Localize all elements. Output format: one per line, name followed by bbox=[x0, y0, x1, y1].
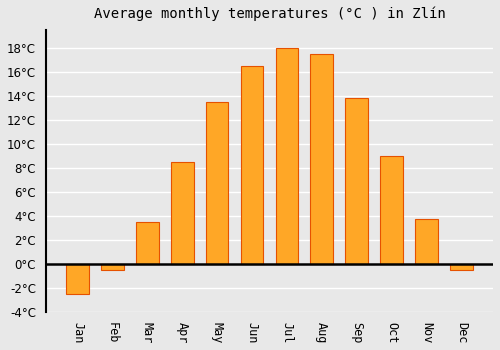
Bar bbox=[450, 264, 472, 270]
Bar bbox=[310, 54, 333, 264]
Bar bbox=[415, 219, 438, 264]
Bar bbox=[240, 65, 264, 264]
Bar bbox=[171, 162, 194, 264]
Title: Average monthly temperatures (°C ) in Zlín: Average monthly temperatures (°C ) in Zl… bbox=[94, 7, 446, 21]
Bar bbox=[136, 222, 158, 264]
Bar bbox=[380, 156, 403, 264]
Bar bbox=[206, 102, 229, 264]
Bar bbox=[66, 264, 89, 294]
Bar bbox=[276, 48, 298, 264]
Bar bbox=[101, 264, 124, 270]
Bar bbox=[346, 98, 368, 264]
